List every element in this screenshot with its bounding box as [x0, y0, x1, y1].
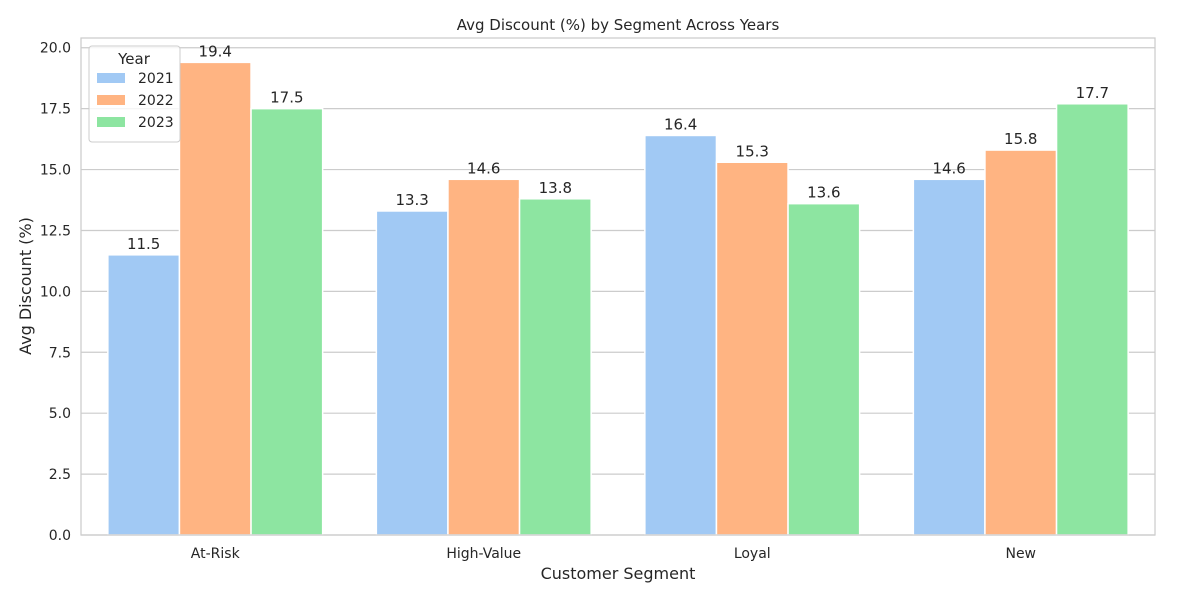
- y-ticks: 0.0 2.5 5.0 7.5 10.0 12.5 15.0 17.5 20.0: [40, 41, 71, 544]
- x-axis-label: Customer Segment: [541, 564, 696, 583]
- legend-label: 2021: [138, 71, 174, 87]
- x-tick-label: New: [1005, 546, 1036, 562]
- chart-title: Avg Discount (%) by Segment Across Years: [457, 16, 780, 34]
- bar-2021-high-value: [375, 210, 449, 536]
- data-label: 13.8: [539, 179, 572, 197]
- x-ticks: At-Risk High-Value Loyal New: [191, 546, 1036, 562]
- data-label: 13.6: [807, 184, 840, 202]
- legend-label: 2023: [138, 115, 174, 131]
- legend-items: 2021 2022 2023: [97, 71, 174, 131]
- legend: Year 2021 2022 2023: [88, 45, 181, 143]
- bars: [107, 61, 1129, 536]
- data-label: 17.5: [270, 89, 303, 107]
- y-tick-label: 2.5: [49, 467, 71, 483]
- legend-swatch: [97, 117, 125, 127]
- bar-2022-high-value: [447, 178, 521, 536]
- bar-2022-loyal: [715, 161, 789, 536]
- bar-2023-new: [1055, 103, 1129, 536]
- bar-2021-at-risk: [107, 254, 181, 536]
- y-tick-label: 5.0: [49, 406, 71, 422]
- data-label: 11.5: [127, 235, 160, 253]
- bar-2022-at-risk: [178, 61, 252, 536]
- legend-label: 2022: [138, 93, 174, 109]
- bar-2021-new: [912, 178, 986, 536]
- bar-2021-loyal: [644, 134, 718, 536]
- data-label: 16.4: [664, 115, 697, 133]
- bar-2023-loyal: [787, 202, 861, 536]
- data-label: 17.7: [1076, 84, 1109, 102]
- y-axis-label: Avg Discount (%): [16, 217, 35, 355]
- data-labels: 11.5 19.4 17.5 13.3 14.6 13.8 16.4 15.3 13.6 14.6…: [127, 42, 1109, 252]
- y-tick-label: 20.0: [40, 41, 71, 57]
- data-label: 15.3: [736, 142, 769, 160]
- y-tick-label: 10.0: [40, 284, 71, 300]
- y-tick-label: 0.0: [49, 528, 71, 544]
- legend-swatch: [97, 95, 125, 105]
- data-label: 19.4: [199, 42, 232, 60]
- x-tick-label: Loyal: [734, 546, 771, 562]
- data-label: 13.3: [395, 191, 428, 209]
- y-tick-label: 7.5: [49, 345, 71, 361]
- y-tick-label: 12.5: [40, 223, 71, 239]
- y-tick-label: 17.5: [40, 102, 71, 118]
- bar-2022-new: [984, 149, 1058, 536]
- legend-title: Year: [117, 50, 151, 68]
- y-tick-label: 15.0: [40, 163, 71, 179]
- bar-2023-at-risk: [250, 107, 324, 536]
- plot-frame: [80, 37, 1156, 536]
- data-label: 14.6: [932, 159, 965, 177]
- data-label: 15.8: [1004, 130, 1037, 148]
- legend-swatch: [97, 73, 125, 83]
- data-label: 14.6: [467, 159, 500, 177]
- bar-2023-high-value: [518, 198, 592, 536]
- x-tick-label: At-Risk: [191, 546, 241, 562]
- x-tick-label: High-Value: [446, 546, 521, 562]
